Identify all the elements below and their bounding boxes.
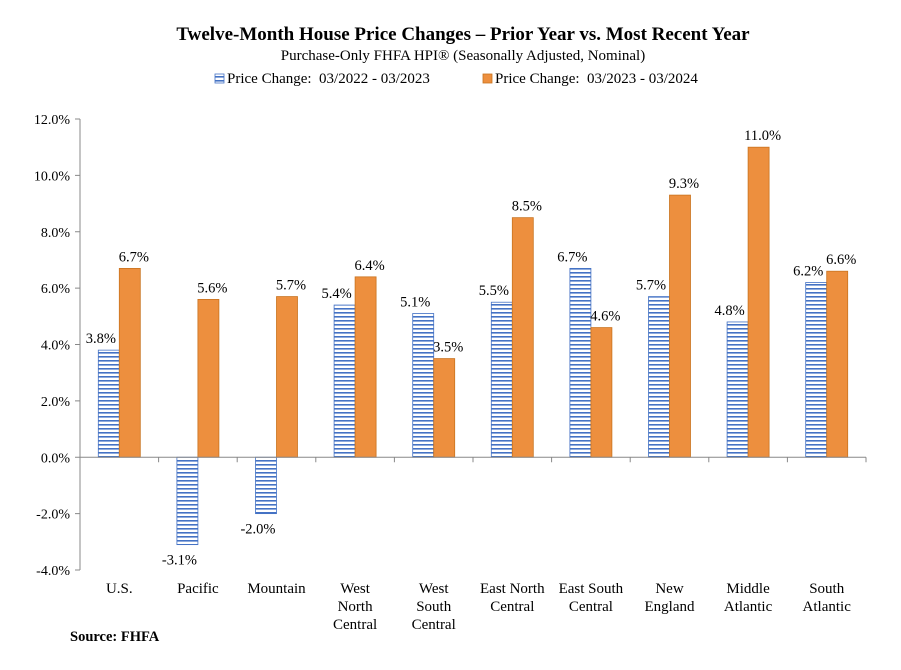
data-label-prior-year: 5.1%	[400, 294, 430, 310]
bar-recent-year	[276, 296, 298, 458]
x-axis	[79, 456, 867, 463]
data-label-recent-year: 6.4%	[354, 258, 384, 274]
category-label: West North Central	[333, 581, 377, 633]
y-axis: -4.0% -2.0% 0.0% 2.0% 4.0% 6.0% 8.0% 10.0% 12.0%	[34, 113, 81, 579]
bar-recent-year	[747, 146, 770, 458]
category-label: Middle Atlantic	[724, 581, 773, 615]
data-label-prior-year: 5.7%	[636, 278, 666, 294]
data-label-recent-year: 6.7%	[119, 249, 149, 265]
category-label: Pacific	[177, 581, 219, 597]
data-label-recent-year: 6.6%	[826, 252, 856, 268]
y-tick-label: -4.0%	[36, 564, 70, 579]
y-tick-label: 0.0%	[41, 451, 71, 466]
bar-prior-year	[333, 304, 356, 458]
data-label-prior-year: 6.2%	[793, 263, 823, 279]
category-label: South Atlantic	[803, 581, 852, 615]
bar-prior-year	[648, 296, 670, 458]
data-label-prior-year: -2.0%	[240, 522, 275, 538]
bar-recent-year	[433, 358, 456, 458]
legend-swatch-prior-year	[214, 73, 225, 84]
chart-subtitle: Purchase-Only FHFA HPI® (Seasonally Adju…	[281, 48, 645, 64]
category-label: New England	[645, 581, 695, 615]
y-tick-label: 6.0%	[41, 282, 71, 297]
data-label-recent-year: 4.6%	[590, 309, 620, 325]
y-tick-label: 10.0%	[34, 169, 71, 184]
bars	[97, 146, 849, 546]
legend-swatch-recent-year	[482, 73, 493, 84]
bar-prior-year	[412, 313, 435, 458]
data-label-recent-year: 8.5%	[512, 199, 542, 215]
category-label: East South Central	[559, 581, 624, 615]
data-label-prior-year: 6.7%	[557, 249, 587, 265]
y-tick-label: 12.0%	[34, 113, 71, 128]
legend-label-prior-year: Price Change: 03/2022 - 03/2023	[227, 71, 430, 87]
category-label: U.S.	[106, 581, 133, 597]
category-label: West South Central	[412, 581, 456, 633]
data-label-prior-year: 5.5%	[479, 283, 509, 299]
bar-prior-year	[255, 456, 277, 515]
bar-recent-year	[669, 194, 691, 458]
y-tick-label: 2.0%	[41, 395, 71, 410]
y-tick-label: 4.0%	[41, 339, 71, 354]
bar-prior-year	[490, 301, 513, 458]
data-label-recent-year: 5.6%	[197, 280, 227, 296]
bar-recent-year	[511, 217, 534, 458]
source-note: Source: FHFA	[70, 629, 160, 645]
chart-title: Twelve-Month House Price Changes – Prior…	[176, 24, 750, 45]
y-tick-label: 8.0%	[41, 226, 71, 241]
bar-prior-year	[726, 321, 749, 458]
bar-recent-year	[826, 270, 849, 458]
data-label-prior-year: -3.1%	[162, 553, 197, 569]
bar-prior-year	[569, 267, 592, 458]
legend-label-recent-year: Price Change: 03/2023 - 03/2024	[495, 71, 698, 87]
bar-prior-year	[97, 349, 120, 458]
legend: Price Change: 03/2022 - 03/2023 Price Ch…	[214, 71, 698, 87]
data-label-recent-year: 9.3%	[669, 176, 699, 192]
category-labels: U.S. Pacific Mountain West North Central West S…	[106, 581, 851, 633]
data-label-recent-year: 3.5%	[433, 340, 463, 356]
data-label-prior-year: 4.8%	[714, 303, 744, 319]
data-label-recent-year: 11.0%	[744, 128, 781, 144]
data-label-prior-year: 3.8%	[86, 331, 116, 347]
bar-recent-year	[197, 298, 220, 458]
data-labels: 3.8% 6.7% -3.1% 5.6% -2.0% 5.7% 5.4%6.4% 5.1% 3.…	[86, 128, 857, 568]
bar-prior-year	[805, 282, 828, 458]
category-label: Mountain	[247, 581, 306, 597]
data-label-recent-year: 5.7%	[276, 278, 306, 294]
bar-recent-year	[590, 327, 613, 458]
bar-recent-year	[118, 267, 141, 458]
bar-recent-year	[354, 276, 377, 458]
y-tick-label: -2.0%	[36, 508, 70, 523]
bar-prior-year	[176, 456, 199, 546]
category-label: East North Central	[480, 581, 545, 615]
data-label-prior-year: 5.4%	[321, 286, 351, 302]
